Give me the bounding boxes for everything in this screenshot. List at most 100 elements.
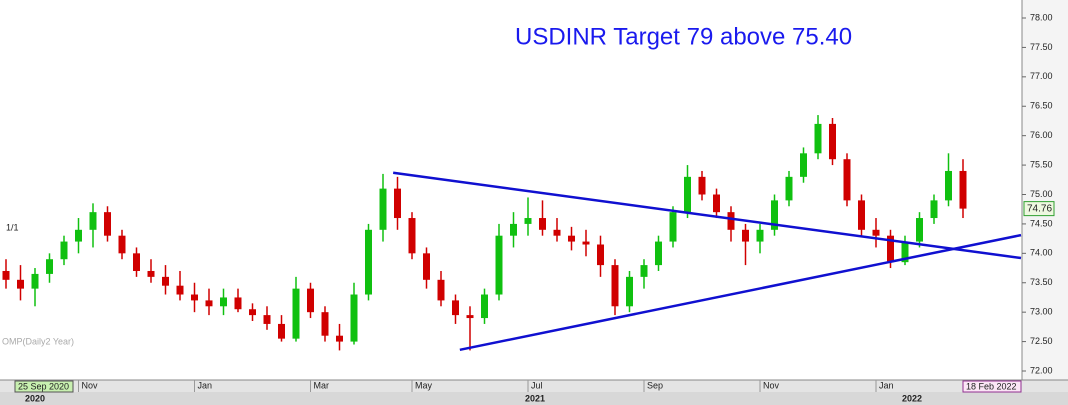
candle-body <box>524 218 532 224</box>
candle-body <box>858 200 865 230</box>
pane-label: 1/1 <box>6 222 19 232</box>
candle-body <box>292 288 300 339</box>
candle-body <box>423 253 430 280</box>
year-axis <box>0 392 1068 405</box>
candle-body <box>75 229 82 242</box>
candle-body <box>495 235 503 295</box>
candle-body <box>321 312 329 336</box>
candle-body <box>249 309 256 316</box>
y-tick-label: 75.00 <box>1030 189 1053 199</box>
y-tick-label: 76.50 <box>1030 101 1053 111</box>
candle-body <box>872 229 880 236</box>
y-tick-label: 74.50 <box>1030 218 1053 228</box>
candle-body <box>727 212 735 230</box>
y-tick-label: 72.50 <box>1030 336 1053 346</box>
candle-body <box>437 279 445 301</box>
candle-body <box>756 229 764 242</box>
candle-body <box>785 176 793 201</box>
candle-body <box>945 170 952 201</box>
x-tick-label: Mar <box>314 380 330 390</box>
y-tick-label: 74.00 <box>1030 248 1053 258</box>
candle-body <box>930 200 938 219</box>
year-label: 2022 <box>902 393 922 403</box>
candle-body <box>684 176 691 213</box>
y-tick-label: 73.50 <box>1030 277 1053 287</box>
candle-body <box>365 229 372 295</box>
y-tick-label: 73.00 <box>1030 307 1053 317</box>
candle-body <box>379 188 387 230</box>
last-price-box <box>1023 201 1055 217</box>
candle-body <box>89 212 97 230</box>
y-tick-label: 75.50 <box>1030 159 1053 169</box>
candle-body <box>452 300 459 316</box>
candle-body <box>539 218 546 230</box>
y-tick-label: 77.50 <box>1030 42 1053 52</box>
year-label: 2020 <box>25 393 45 403</box>
end-date: 18 Feb 2022 <box>966 381 1017 391</box>
year-label: 2021 <box>525 393 545 403</box>
candle-body <box>147 270 155 277</box>
x-tick-label: Sep <box>647 380 663 390</box>
candle-body <box>31 273 39 289</box>
x-tick-label: Jan <box>198 380 213 390</box>
candle-body <box>408 218 416 254</box>
candle-body <box>568 235 575 242</box>
y-tick-label: 76.00 <box>1030 130 1053 140</box>
candle-body <box>698 176 706 195</box>
candle-body <box>2 270 10 280</box>
x-tick-label: Jan <box>879 380 894 390</box>
last-price-label: 74.76 <box>1027 203 1052 214</box>
candle-body <box>176 285 184 295</box>
indicator-label: OMP(Daily2 Year) <box>2 336 74 346</box>
candle-body <box>597 244 604 266</box>
candle-body <box>771 200 778 230</box>
candle-body <box>800 153 807 177</box>
candle-body <box>46 259 53 274</box>
candle-body <box>481 294 488 319</box>
y-tick-label: 77.00 <box>1030 71 1053 81</box>
price-axis <box>1022 0 1068 380</box>
candle-body <box>191 294 198 301</box>
candle-body <box>582 241 590 245</box>
x-tick-label: Jul <box>531 380 543 390</box>
candle-body <box>118 235 126 254</box>
candle-body <box>843 159 851 201</box>
candle-body <box>466 315 474 319</box>
candle-body <box>307 288 314 313</box>
candle-body <box>278 323 285 339</box>
candle-body <box>205 300 213 307</box>
candle-body <box>959 170 967 209</box>
candle-body <box>234 297 242 310</box>
chart-title: USDINR Target 79 above 75.40 <box>515 23 852 50</box>
candle-body <box>669 212 677 242</box>
candle-body <box>887 235 894 263</box>
candle-body <box>713 194 720 213</box>
candle-body <box>336 335 343 342</box>
y-tick-label: 72.00 <box>1030 365 1053 375</box>
trendline <box>459 233 1022 352</box>
candle-body <box>640 265 648 277</box>
candle-body <box>133 253 140 271</box>
candle-body <box>829 123 836 160</box>
candle-body <box>742 229 749 242</box>
candle-body <box>553 229 561 236</box>
candle-body <box>104 212 111 236</box>
start-date-box <box>14 380 74 393</box>
candle-body <box>162 276 169 286</box>
candle-body <box>814 123 822 154</box>
candle-body <box>350 294 358 342</box>
candle-body <box>611 265 619 307</box>
y-tick-label: 78.00 <box>1030 12 1053 22</box>
candle-body <box>60 241 68 260</box>
time-axis <box>0 380 1068 392</box>
x-tick-label: May <box>415 380 433 390</box>
x-tick-label: Nov <box>763 380 780 390</box>
candle-body <box>510 223 517 236</box>
candle-body <box>394 188 401 219</box>
x-tick-label: Nov <box>82 380 99 390</box>
candle-body <box>263 315 271 324</box>
trendline <box>392 171 1022 260</box>
candle-body <box>626 276 633 307</box>
candle-body <box>901 241 909 263</box>
